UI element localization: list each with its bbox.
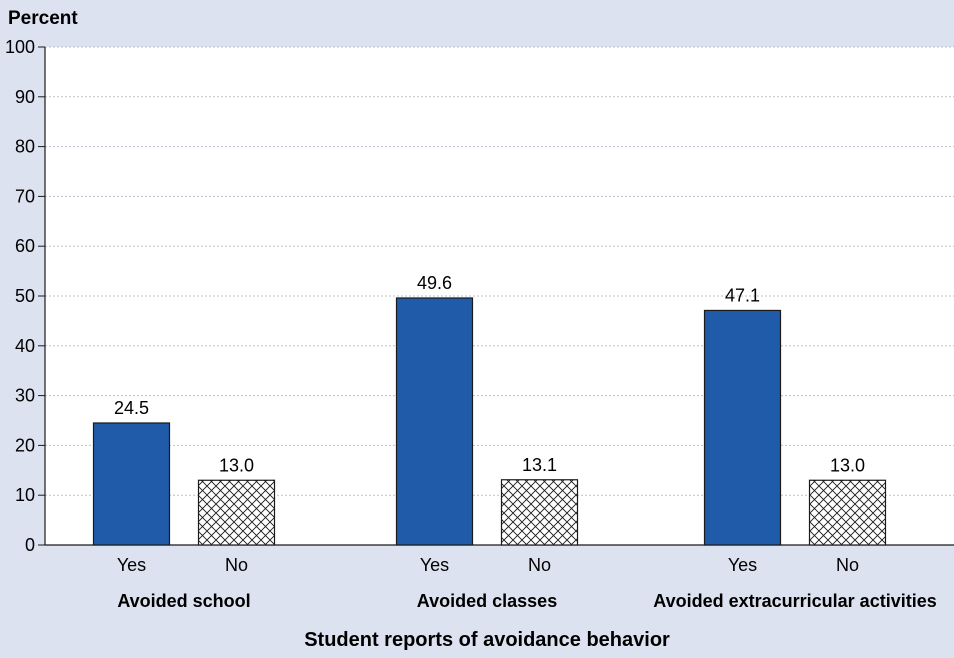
bar-avoided-classes-no	[500, 479, 579, 546]
category-label-no: No	[528, 555, 551, 575]
data-label: 13.0	[830, 455, 865, 475]
data-label: 47.1	[725, 285, 760, 305]
y-tick-label-60: 60	[15, 236, 35, 256]
y-tick-label-30: 30	[15, 386, 35, 406]
y-tick-label-40: 40	[15, 336, 35, 356]
y-tick-label-50: 50	[15, 286, 35, 306]
data-label: 49.6	[417, 273, 452, 293]
y-tick-label-70: 70	[15, 186, 35, 206]
bar-avoided-school-no	[197, 479, 276, 546]
category-label-no: No	[225, 555, 248, 575]
bar-avoided-school-yes	[92, 422, 171, 546]
labels: 24.5 Yes 13.0 No Avoided school 49.6 Yes 13.1 No…	[114, 273, 937, 611]
y-axis-title: Percent	[8, 8, 78, 29]
y-tick-label-0: 0	[25, 535, 35, 555]
data-label: 24.5	[114, 398, 149, 418]
bar-avoided-classes-yes	[395, 297, 474, 546]
category-label-no: No	[836, 555, 859, 575]
bar-avoided-extracurricular-activities-no	[808, 479, 887, 546]
bars	[92, 297, 887, 546]
y-tick-label-80: 80	[15, 137, 35, 157]
y-tick-label-100: 100	[5, 37, 35, 57]
group-label: Avoided extracurricular activities	[653, 591, 936, 611]
group-label: Avoided school	[117, 591, 250, 611]
group-label: Avoided classes	[417, 591, 557, 611]
axes: 0 10 20 30 40 50 60 70 80 90 100	[5, 37, 954, 555]
gridlines	[45, 46, 954, 496]
category-label-yes: Yes	[420, 555, 449, 575]
y-tick-label-90: 90	[15, 87, 35, 107]
x-axis-title: Student reports of avoidance behavior	[304, 629, 670, 651]
bar-avoided-extracurricular-activities-yes	[703, 309, 782, 546]
y-tick-label-10: 10	[15, 485, 35, 505]
data-label: 13.1	[522, 455, 557, 475]
category-label-yes: Yes	[728, 555, 757, 575]
y-tick-label-20: 20	[15, 435, 35, 455]
data-label: 13.0	[219, 455, 254, 475]
category-label-yes: Yes	[117, 555, 146, 575]
